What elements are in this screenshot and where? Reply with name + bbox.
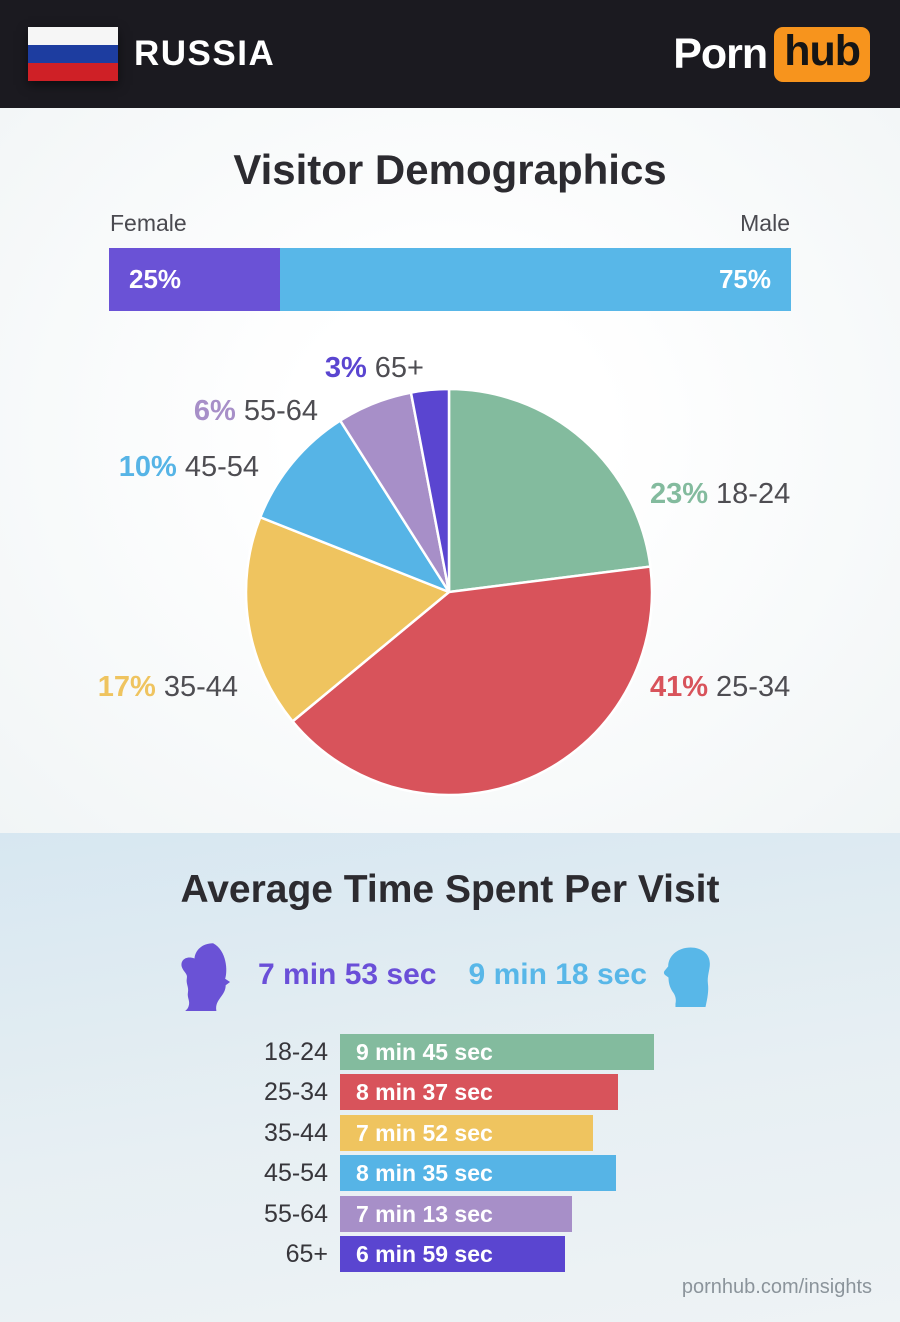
logo-text-hub: hub	[774, 26, 870, 82]
time-row-65+: 65+ 6 min 59 sec	[0, 1236, 900, 1272]
pie-label-18-24: 23% 18-24	[650, 478, 790, 511]
time-row-bar: 8 min 37 sec	[340, 1074, 618, 1110]
pie-slice-percentage: 6%	[193, 395, 236, 427]
pie-slice-percentage: 10%	[118, 451, 177, 483]
pie-label-45-54: 10% 45-54	[119, 451, 259, 484]
male-average-time: 9 min 18 sec	[468, 958, 647, 991]
time-row-age-label: 35-44	[264, 1119, 328, 1147]
female-axis-label: Female	[110, 210, 187, 236]
country-title: RUSSIA	[134, 34, 276, 73]
time-row-age-label: 25-34	[264, 1078, 328, 1106]
time-row-45-54: 45-54 8 min 35 sec	[0, 1155, 900, 1191]
time-row-value: 7 min 52 sec	[356, 1120, 493, 1146]
pie-slice-age-label: 25-34	[716, 671, 791, 703]
pornhub-logo: Porn hub	[673, 0, 870, 108]
pie-slice-age-label: 18-24	[716, 478, 791, 510]
footer-url: pornhub.com/insights	[681, 1276, 872, 1298]
male-head-icon	[663, 947, 710, 1007]
time-row-35-44: 35-44 7 min 52 sec	[0, 1115, 900, 1151]
pie-slice-percentage: 3%	[324, 352, 367, 384]
pie-label-65+: 3% 65+	[325, 352, 424, 385]
pie-slice-35-44	[244, 516, 451, 723]
time-row-value: 6 min 59 sec	[356, 1241, 493, 1267]
pie-slice-percentage: 41%	[650, 671, 709, 703]
age-pie-svg	[244, 387, 654, 797]
pie-slice-18-24	[447, 387, 652, 594]
pie-slice-age-label: 45-54	[184, 451, 259, 483]
male-percentage: 75%	[718, 264, 771, 294]
pie-slice-45-54	[259, 419, 451, 594]
time-row-age-label: 65+	[285, 1240, 328, 1268]
female-percentage: 25%	[129, 264, 182, 294]
time-row-age-label: 45-54	[264, 1159, 328, 1187]
time-row-55-64: 55-64 7 min 13 sec	[0, 1196, 900, 1232]
female-bar-segment: 25%	[109, 248, 280, 311]
time-row-bar: 9 min 45 sec	[340, 1034, 654, 1070]
time-row-bar: 6 min 59 sec	[340, 1236, 565, 1272]
time-row-value: 7 min 13 sec	[356, 1201, 493, 1227]
time-row-age-label: 18-24	[264, 1038, 328, 1066]
time-row-18-24: 18-24 9 min 45 sec	[0, 1034, 900, 1070]
time-row-bar: 7 min 13 sec	[340, 1196, 572, 1232]
pie-label-25-34: 41% 25-34	[650, 671, 790, 704]
russia-flag-icon	[28, 27, 118, 81]
male-axis-label: Male	[740, 210, 790, 236]
time-row-value: 9 min 45 sec	[356, 1039, 493, 1065]
pie-slice-age-label: 55-64	[243, 395, 318, 427]
logo-text-porn: Porn	[673, 29, 768, 78]
flag-stripe-red	[28, 63, 118, 81]
header-bar	[0, 0, 900, 108]
female-head-icon	[181, 943, 231, 1011]
pie-slice-age-label: 35-44	[163, 671, 238, 703]
age-pie-chart: 23% 18-24 41% 25-34 17% 35-44 10% 45-54 6% 55…	[98, 352, 790, 797]
pie-label-55-64: 6% 55-64	[194, 395, 318, 428]
time-row-value: 8 min 35 sec	[356, 1160, 493, 1186]
time-row-bar: 8 min 35 sec	[340, 1155, 616, 1191]
pie-slice-age-label: 65+	[374, 352, 424, 384]
time-row-25-34: 25-34 8 min 37 sec	[0, 1074, 900, 1110]
pie-label-35-44: 17% 35-44	[98, 671, 238, 704]
pie-slice-65+	[409, 387, 451, 594]
male-bar-segment: 75%	[279, 248, 791, 311]
time-section-title: Average Time Spent Per Visit	[180, 868, 720, 911]
female-average-time: 7 min 53 sec	[258, 958, 437, 991]
time-row-value: 8 min 37 sec	[356, 1079, 493, 1105]
pie-slice-percentage: 17%	[97, 671, 156, 703]
flag-stripe-blue	[28, 45, 118, 63]
pie-slice-percentage: 23%	[650, 478, 709, 510]
time-row-age-label: 55-64	[264, 1200, 328, 1228]
pie-slice-25-34	[291, 565, 654, 797]
flag-stripe-white	[28, 27, 118, 45]
time-row-bar: 7 min 52 sec	[340, 1115, 593, 1151]
gender-split-bar: 25% 75%	[109, 248, 791, 311]
demographics-title: Visitor Demographics	[233, 146, 667, 193]
